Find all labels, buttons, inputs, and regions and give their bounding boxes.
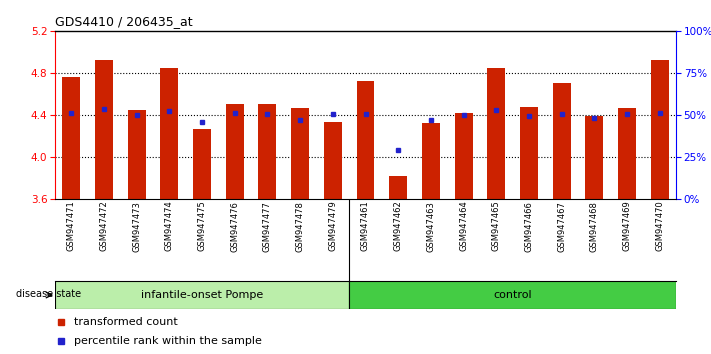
Bar [618,108,636,199]
Bar [349,281,676,309]
Text: GSM947477: GSM947477 [263,201,272,251]
Bar [193,129,211,199]
Bar [520,107,538,199]
Text: control: control [493,290,532,300]
Text: infantile-onset Pompe: infantile-onset Pompe [141,290,263,300]
Bar [585,116,603,199]
Text: GSM947474: GSM947474 [165,201,174,251]
Bar [259,104,277,199]
Text: GSM947465: GSM947465 [492,201,501,251]
Text: GSM947479: GSM947479 [328,201,337,251]
Text: disease state: disease state [16,289,82,299]
Text: GSM947473: GSM947473 [132,201,141,251]
Text: GSM947472: GSM947472 [100,201,109,251]
Bar [552,84,571,199]
Bar [356,81,375,199]
Bar [226,104,244,199]
Text: GSM947463: GSM947463 [427,201,435,251]
Text: GSM947466: GSM947466 [525,201,533,251]
Bar [324,122,342,199]
Bar [161,68,178,199]
Text: GSM947464: GSM947464 [459,201,468,251]
Text: GSM947471: GSM947471 [67,201,76,251]
Text: GSM947478: GSM947478 [296,201,304,251]
Bar [55,281,349,309]
Bar [63,77,80,199]
Text: GSM947468: GSM947468 [590,201,599,251]
Bar [389,176,407,199]
Text: GSM947476: GSM947476 [230,201,240,251]
Text: GSM947461: GSM947461 [361,201,370,251]
Text: GSM947467: GSM947467 [557,201,566,251]
Text: GSM947475: GSM947475 [198,201,207,251]
Bar [422,124,440,199]
Bar [454,113,473,199]
Bar [487,68,506,199]
Bar [128,110,146,199]
Bar [651,61,668,199]
Bar [291,108,309,199]
Text: GDS4410 / 206435_at: GDS4410 / 206435_at [55,16,193,28]
Text: GSM947462: GSM947462 [394,201,402,251]
Text: GSM947470: GSM947470 [655,201,664,251]
Text: GSM947469: GSM947469 [622,201,631,251]
Text: percentile rank within the sample: percentile rank within the sample [74,336,262,347]
Bar [95,61,113,199]
Text: transformed count: transformed count [74,316,177,327]
